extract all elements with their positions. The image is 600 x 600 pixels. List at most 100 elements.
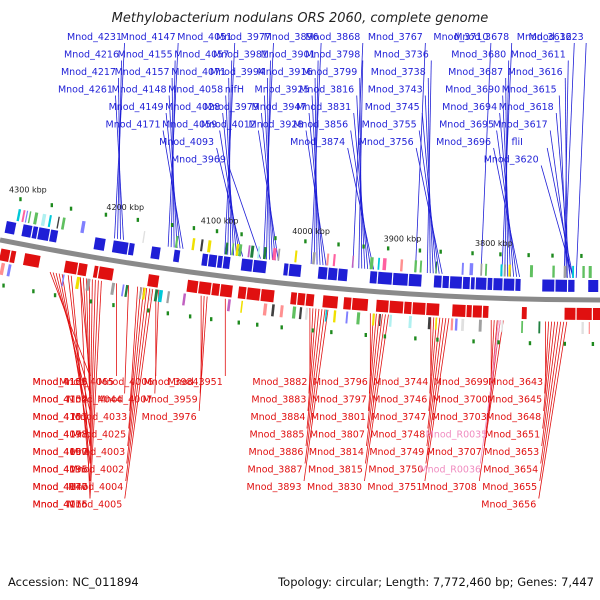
gene-block (297, 292, 306, 306)
leader-line (540, 321, 562, 464)
leader-line (70, 275, 91, 482)
gene-label: Mnod_3767 (368, 32, 423, 43)
feature-dot (2, 283, 5, 288)
gene-label: Mnod_4140 (33, 482, 88, 493)
leader-line (307, 308, 317, 412)
gene-block (449, 276, 463, 289)
gene-label: Mnod_3708 (422, 482, 477, 493)
gene-block (260, 288, 275, 303)
gene-label: Mnod_3696 (436, 137, 491, 148)
cog-block (110, 282, 116, 295)
gene-label: Mnod_3815 (308, 465, 363, 476)
feature-tracks (0, 197, 600, 346)
feature-dot (166, 311, 170, 316)
cog-block (312, 252, 316, 265)
gene-label: Mnod_3969 (171, 155, 226, 166)
gene-label: Mnod_3651 (485, 430, 540, 441)
leader-line (418, 130, 440, 274)
leader-line (124, 285, 130, 394)
leader-line (219, 130, 241, 257)
gene-label: Mnod_R0036 (419, 465, 481, 476)
leader-line (89, 279, 93, 447)
genome-summary: Topology: circular; Length: 7,772,460 bp… (277, 575, 594, 589)
gene-label: Mnod_3680 (451, 50, 506, 61)
gene-label: Mnod_4076 (33, 500, 88, 511)
kbp-tick-label: 3900 kbp (384, 234, 422, 243)
leader-line (222, 112, 238, 256)
leader-line (424, 95, 434, 274)
gene-block (408, 273, 422, 287)
gene-block (487, 277, 493, 291)
leader-line (168, 95, 178, 248)
cog-block (304, 307, 309, 320)
cog-block (581, 321, 584, 334)
leader-line (88, 278, 91, 429)
cog-block (332, 310, 337, 323)
cog-block (142, 230, 146, 244)
cog-block (60, 217, 66, 230)
cog-block (450, 318, 454, 331)
gene-label: Mnod_3694 (442, 102, 497, 113)
gene-label: Mnod_3981 (213, 50, 268, 61)
leader-line (127, 287, 145, 447)
feature-dot (527, 253, 530, 258)
leader-line (546, 147, 574, 278)
gene-block (462, 276, 471, 290)
cog-block (199, 239, 204, 252)
gene-block (207, 254, 218, 268)
gene-block (412, 302, 426, 315)
gene-label: Mnod_3615 (502, 85, 557, 96)
leader-line (308, 112, 324, 266)
gene-label: Mnod_3884 (250, 412, 305, 423)
gene-label: Mnod_4065 (59, 377, 114, 388)
gene-label: Mnod_3743 (368, 85, 423, 96)
gene-label: Mnod_3951 (168, 377, 223, 388)
leader-line (79, 277, 91, 499)
cog-block (419, 260, 423, 273)
cog-block (231, 243, 235, 256)
feature-dot (580, 253, 583, 258)
leader-line (496, 130, 518, 277)
cog-block (124, 284, 129, 298)
gene-block (77, 262, 88, 277)
feature-dot (280, 325, 283, 330)
cog-block (75, 276, 81, 290)
gene-block (31, 226, 39, 239)
gene-block (426, 303, 440, 316)
gene-label: Mnod_3710 (433, 32, 488, 43)
leader-line (505, 77, 509, 277)
gene-label: Mnod_3799 (302, 67, 357, 78)
gene-label: Mnod_3856 (293, 120, 348, 131)
cog-block (27, 211, 32, 224)
gene-block (475, 277, 487, 290)
gene-label: Mnod_3756 (359, 137, 414, 148)
leader-line (542, 321, 556, 429)
cog-block (250, 245, 255, 258)
cog-block (226, 299, 231, 312)
leader-line (480, 42, 492, 276)
gene-label: Mnod_3984 (144, 377, 199, 388)
gene-block (403, 301, 412, 315)
leader-line (365, 314, 386, 464)
gene-block (283, 263, 289, 276)
cog-block (572, 265, 575, 278)
cog-block (6, 264, 12, 277)
gene-label: Mnod_4135 (33, 465, 88, 476)
feature-dot (170, 223, 174, 228)
gene-label: Mnod_4098 (33, 430, 88, 441)
cog-block (207, 240, 212, 253)
leader-line (165, 112, 181, 249)
gene-label: Mnod_3925 (255, 85, 310, 96)
leader-line (421, 112, 437, 274)
feature-dot (209, 317, 213, 322)
cog-block (324, 309, 328, 322)
feature-dot (89, 299, 93, 304)
leader-line (427, 77, 431, 274)
leader-line (125, 288, 151, 482)
gene-label: Mnod_3653 (484, 447, 539, 458)
cog-block (16, 209, 22, 222)
gene-block (377, 271, 393, 285)
gene-label: Mnod_4059 (162, 120, 217, 131)
gene-block (63, 260, 79, 275)
